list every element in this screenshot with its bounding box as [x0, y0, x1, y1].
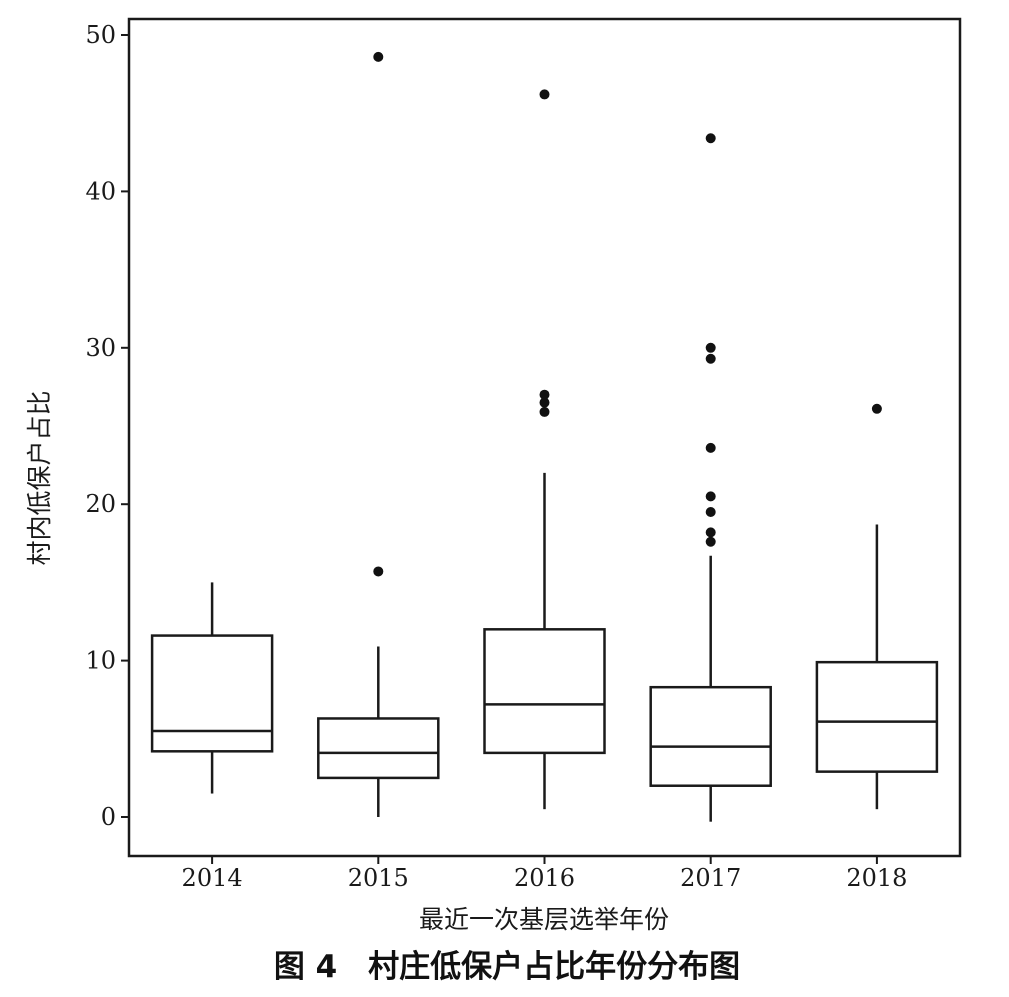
outlier-point [705, 353, 716, 364]
y-tick-label: 20 [85, 490, 116, 518]
plot-frame [127, 17, 962, 858]
x-tick-label: 2017 [680, 864, 741, 892]
outlier-point [539, 389, 550, 400]
box-group-2018 [815, 403, 939, 810]
outlier-point [705, 507, 716, 518]
iqr-box [649, 685, 772, 787]
y-tick-label: 0 [101, 803, 116, 831]
x-tick-label: 2018 [846, 864, 907, 892]
outlier-point [373, 566, 384, 577]
outlier-point [539, 89, 550, 100]
box-group-2016 [483, 89, 606, 810]
x-axis: 2014 2015 2016 2017 2018 [182, 856, 907, 892]
y-axis-title: 村内低保户占比 [25, 390, 54, 565]
outlier-point [373, 51, 384, 62]
y-tick-label: 10 [85, 647, 116, 675]
outlier-point [705, 133, 716, 144]
outlier-point [705, 442, 716, 453]
box-group-2017 [649, 133, 772, 822]
x-tick-label: 2016 [514, 864, 575, 892]
outlier-point [705, 536, 716, 547]
iqr-box [150, 634, 274, 753]
y-tick-label: 30 [85, 334, 116, 362]
boxes-layer [150, 51, 939, 822]
outlier-point [705, 342, 716, 353]
iqr-box [815, 660, 939, 773]
box-group-2014 [150, 582, 274, 794]
outlier-point [705, 527, 716, 538]
iqr-box [483, 628, 606, 755]
box-group-2015 [317, 51, 440, 817]
y-tick-label: 40 [85, 177, 116, 205]
iqr-box [317, 717, 440, 780]
x-tick-label: 2015 [348, 864, 409, 892]
x-axis-title: 最近一次基层选举年份 [419, 905, 669, 934]
y-axis: 0 10 20 30 40 50 [85, 21, 129, 831]
outlier-point [539, 397, 550, 408]
y-tick-label: 50 [85, 21, 116, 49]
outlier-point [871, 403, 882, 414]
outlier-point [539, 406, 550, 417]
outlier-point [705, 491, 716, 502]
figure-caption: 图 4 村庄低保户占比年份分布图 [274, 949, 740, 985]
x-tick-label: 2014 [182, 864, 243, 892]
